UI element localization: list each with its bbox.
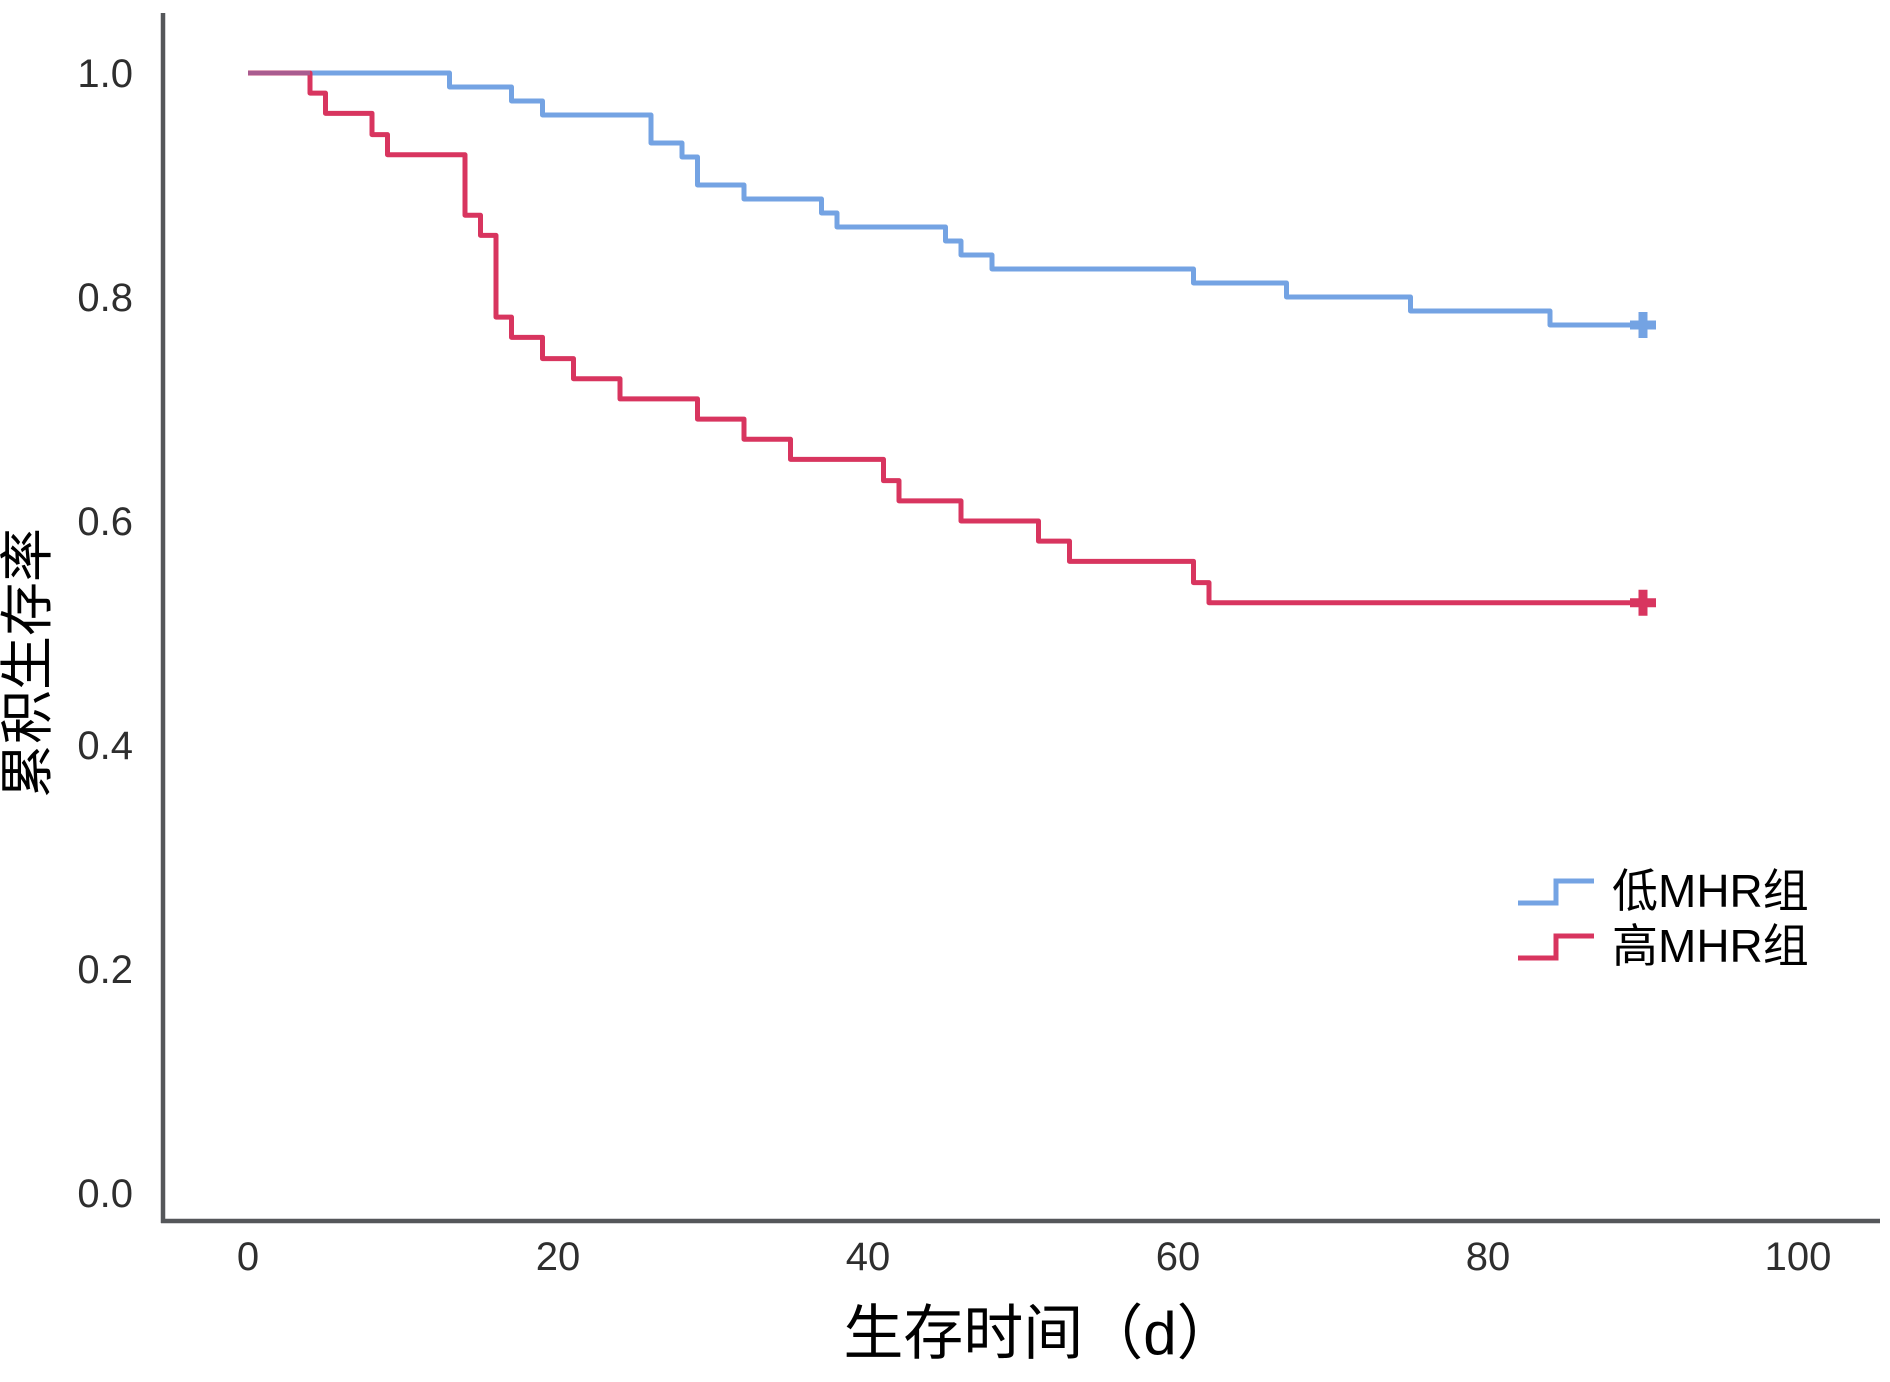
x-tick-label: 60 xyxy=(1156,1235,1201,1279)
x-tick-label: 40 xyxy=(846,1235,891,1279)
legend-symbol-low-mhr-step-icon xyxy=(1518,878,1594,906)
survival-curves xyxy=(248,70,1656,616)
y-tick-label: 1.0 xyxy=(77,52,133,96)
legend: 低MHR组 高MHR组 xyxy=(1518,865,1809,972)
censor-plus-marker xyxy=(1630,312,1656,338)
x-axis-title: 生存时间（d） xyxy=(843,1300,1236,1367)
x-tick-label: 100 xyxy=(1765,1235,1832,1279)
legend-label-low-mhr: 低MHR组 xyxy=(1612,865,1809,917)
x-tick-labels: 0 20 40 60 80 100 xyxy=(237,1235,1832,1279)
y-tick-label: 0.8 xyxy=(77,276,133,320)
y-tick-label: 0.2 xyxy=(77,948,133,992)
x-tick-label: 80 xyxy=(1466,1235,1511,1279)
x-tick-label: 20 xyxy=(536,1235,581,1279)
high-mhr-curve xyxy=(248,70,1646,606)
y-axis-title: 累积生存率 xyxy=(0,528,58,798)
low-mhr-curve xyxy=(248,70,1646,328)
y-tick-labels: 1.0 0.8 0.6 0.4 0.2 0.0 xyxy=(77,52,133,1216)
legend-label-high-mhr: 高MHR组 xyxy=(1612,920,1809,972)
x-tick-label: 0 xyxy=(237,1235,259,1279)
y-tick-label: 0.4 xyxy=(77,724,133,768)
legend-symbol-high-mhr-step-icon xyxy=(1518,933,1594,961)
y-tick-label: 0.0 xyxy=(77,1172,133,1216)
y-tick-label: 0.6 xyxy=(77,500,133,544)
censor-plus-marker xyxy=(1630,589,1656,616)
